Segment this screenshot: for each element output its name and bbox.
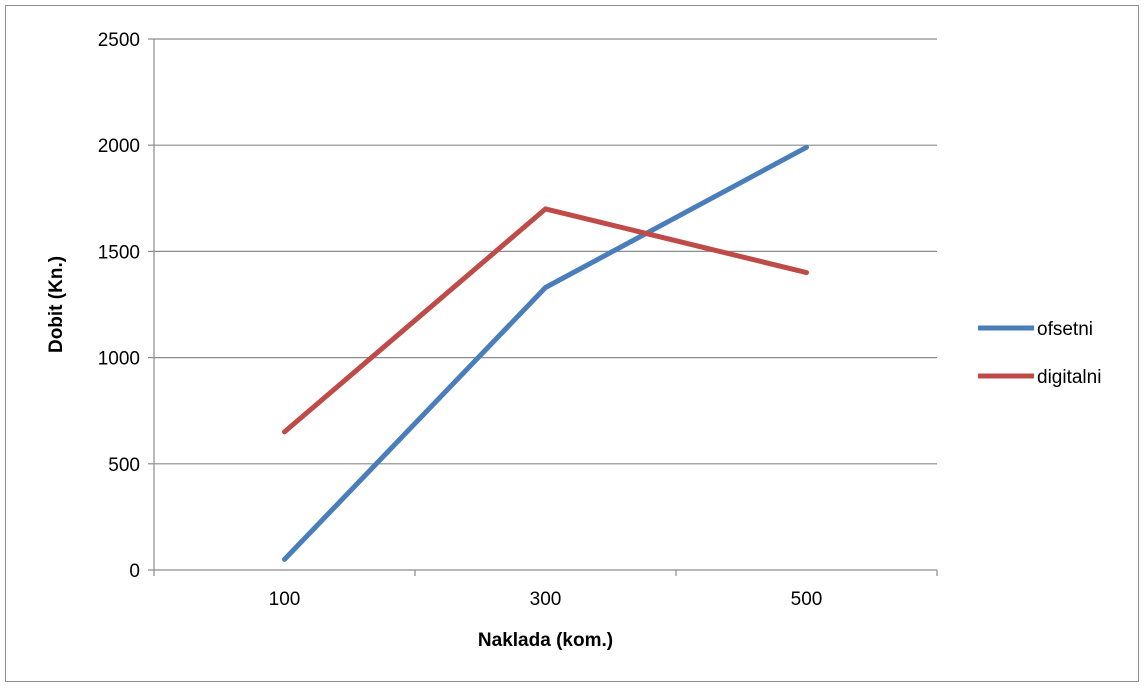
x-tick-label: 300 (530, 589, 562, 610)
y-tick-label: 2500 (98, 30, 140, 51)
series-lines (282, 144, 809, 562)
legend: ofsetni digitalni (978, 319, 1101, 388)
x-axis-title: Naklada (kom.) (478, 630, 613, 651)
y-tick-label: 1500 (98, 242, 140, 263)
x-tick-labels: 100 300 500 (269, 589, 823, 610)
series-line-digitalni (282, 206, 809, 435)
legend-label-digitalni: digitalni (1037, 367, 1101, 388)
line-chart: 0 500 1000 1500 2000 2500 100 300 500 ofsetni di… (46, 30, 1101, 651)
y-axis-title: Dobit (Kn.) (46, 256, 67, 353)
y-tick-label: 1000 (98, 349, 140, 370)
legend-label-ofsetni: ofsetni (1037, 319, 1093, 340)
y-tick-labels: 0 500 1000 1500 2000 2500 (98, 30, 140, 582)
y-tick-label: 500 (108, 455, 140, 476)
axes (148, 38, 938, 576)
x-tick-label: 500 (791, 589, 823, 610)
gridlines (154, 38, 937, 465)
y-tick-label: 2000 (98, 136, 140, 157)
x-tick-label: 100 (269, 589, 301, 610)
y-tick-label: 0 (129, 561, 140, 582)
chart-frame: 0 500 1000 1500 2000 2500 100 300 500 ofsetni di… (5, 5, 1139, 682)
